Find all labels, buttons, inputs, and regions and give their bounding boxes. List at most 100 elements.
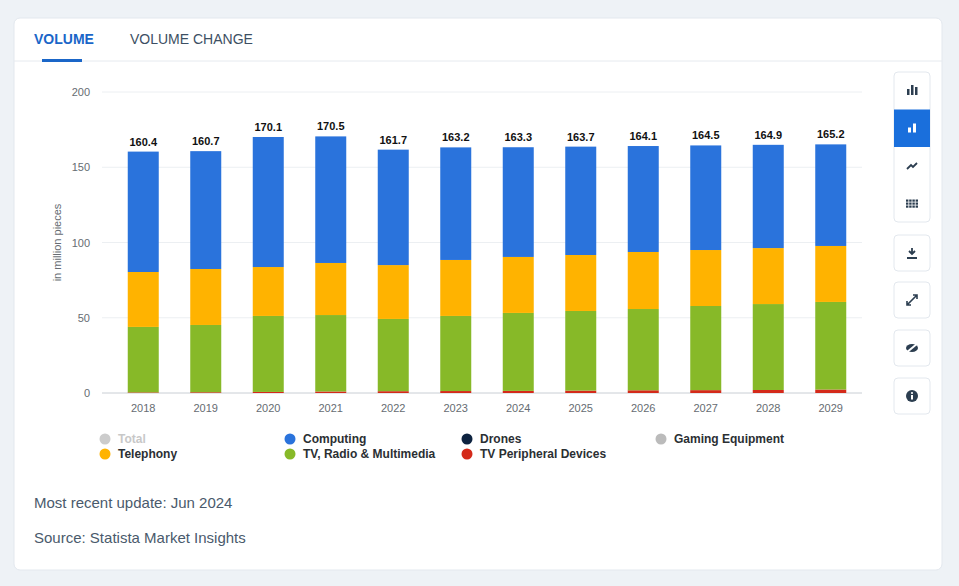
toolbar-group bbox=[894, 72, 930, 222]
bar-segment bbox=[440, 260, 471, 316]
bar-segment bbox=[690, 390, 721, 393]
bar-segment bbox=[315, 315, 346, 391]
note: Source: Statista Market Insights bbox=[34, 529, 246, 546]
total-label: 164.1 bbox=[629, 130, 657, 142]
x-tick-label: 2019 bbox=[194, 402, 218, 414]
legend-item[interactable]: Total bbox=[100, 432, 146, 446]
legend-item[interactable]: Computing bbox=[285, 432, 367, 446]
toolbar-box bbox=[894, 330, 930, 366]
bar-segment bbox=[378, 391, 409, 393]
y-tick-label: 50 bbox=[78, 312, 90, 324]
bar-segment bbox=[190, 151, 221, 269]
bar-segment bbox=[815, 390, 846, 393]
page: VOLUMEVOLUME CHANGE050100150200in millio… bbox=[0, 0, 959, 586]
icon bbox=[916, 200, 918, 202]
total-label: 163.3 bbox=[504, 131, 532, 143]
y-axis-label: in million pieces bbox=[51, 203, 63, 281]
toolbar-button[interactable] bbox=[894, 110, 930, 148]
bar-segment bbox=[565, 391, 596, 393]
total-label: 163.7 bbox=[567, 131, 595, 143]
x-tick-label: 2026 bbox=[631, 402, 655, 414]
icon bbox=[912, 203, 914, 205]
tab[interactable]: VOLUME bbox=[34, 31, 94, 47]
legend-item[interactable]: TV Peripheral Devices bbox=[462, 447, 607, 461]
icon bbox=[909, 200, 911, 202]
toolbar-button[interactable] bbox=[907, 163, 917, 169]
y-tick-label: 150 bbox=[72, 161, 90, 173]
legend-swatch bbox=[100, 434, 111, 445]
total-label: 164.9 bbox=[754, 129, 782, 141]
icon bbox=[909, 206, 911, 208]
bar-segment bbox=[503, 313, 534, 391]
icon bbox=[911, 392, 913, 394]
bar-segment bbox=[253, 392, 284, 393]
toolbar-box bbox=[894, 282, 930, 318]
icon bbox=[907, 89, 910, 95]
toolbar-button[interactable] bbox=[906, 200, 918, 208]
toolbar-box bbox=[894, 378, 930, 414]
x-tick-label: 2022 bbox=[381, 402, 405, 414]
legend-label: TV, Radio & Multimedia bbox=[303, 447, 436, 461]
icon bbox=[911, 395, 913, 400]
legend-swatch bbox=[656, 434, 667, 445]
legend-item[interactable]: Drones bbox=[462, 432, 522, 446]
bar-segment bbox=[503, 391, 534, 393]
bar-segment bbox=[378, 319, 409, 391]
total-label: 163.2 bbox=[442, 131, 470, 143]
toolbar-button[interactable] bbox=[894, 282, 930, 318]
tab-underline bbox=[42, 59, 82, 62]
bar-segment bbox=[565, 311, 596, 391]
bar-segment bbox=[690, 145, 721, 250]
total-label: 161.7 bbox=[379, 134, 407, 146]
toolbar-button[interactable] bbox=[894, 330, 930, 366]
x-tick-label: 2018 bbox=[131, 402, 155, 414]
bar-segment bbox=[628, 252, 659, 309]
bar-segment bbox=[815, 302, 846, 390]
bar-segment bbox=[815, 246, 846, 302]
bar-segment bbox=[628, 146, 659, 252]
bar-segment bbox=[628, 390, 659, 393]
toolbar-box bbox=[894, 235, 930, 271]
toolbar-button[interactable] bbox=[894, 378, 930, 414]
total-label: 160.4 bbox=[129, 136, 157, 148]
total-label: 164.5 bbox=[692, 129, 720, 141]
icon bbox=[916, 206, 918, 208]
bars bbox=[128, 136, 847, 393]
icon bbox=[912, 206, 914, 208]
toolbar-button[interactable] bbox=[894, 235, 930, 271]
bar-segment bbox=[503, 257, 534, 313]
bar-segment bbox=[315, 391, 346, 393]
x-tick-label: 2028 bbox=[756, 402, 780, 414]
toolbar-button[interactable] bbox=[907, 85, 918, 95]
grid-line bbox=[102, 92, 862, 93]
icon bbox=[915, 87, 918, 95]
background bbox=[0, 0, 959, 586]
bar-segment bbox=[440, 147, 471, 260]
legend-swatch bbox=[462, 434, 473, 445]
legend-swatch bbox=[462, 449, 473, 460]
icon bbox=[906, 390, 918, 402]
icon bbox=[908, 128, 911, 133]
toolbar-active bbox=[894, 110, 930, 148]
legend-label: Total bbox=[118, 432, 146, 446]
total-label: 160.7 bbox=[192, 135, 220, 147]
bar-segment bbox=[440, 391, 471, 393]
icon bbox=[906, 203, 908, 205]
x-tick-label: 2020 bbox=[256, 402, 280, 414]
icon bbox=[912, 200, 914, 202]
x-tick-label: 2023 bbox=[444, 402, 468, 414]
bar-segment bbox=[190, 269, 221, 325]
legend-item[interactable]: TV, Radio & Multimedia bbox=[285, 447, 436, 461]
tab-divider bbox=[14, 61, 942, 62]
legend-item[interactable]: Telephony bbox=[100, 447, 178, 461]
bar-segment bbox=[128, 272, 159, 327]
legend-label: Drones bbox=[480, 432, 522, 446]
icon bbox=[906, 206, 908, 208]
x-tick-label: 2025 bbox=[569, 402, 593, 414]
icon bbox=[907, 248, 917, 258]
y-tick-label: 100 bbox=[72, 237, 90, 249]
legend-item[interactable]: Gaming Equipment bbox=[656, 432, 785, 446]
bar-segment bbox=[253, 267, 284, 316]
tab[interactable]: VOLUME CHANGE bbox=[130, 31, 253, 47]
x-tick-label: 2029 bbox=[819, 402, 843, 414]
